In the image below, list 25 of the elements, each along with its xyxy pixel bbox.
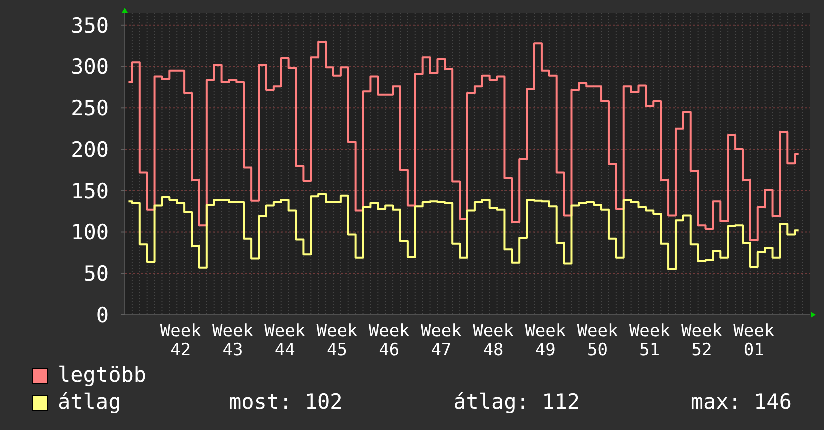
x-tick-label: Week 52 <box>682 322 733 360</box>
text: átlag: 112 <box>454 389 580 416</box>
y-tick-label: 250 <box>71 96 109 121</box>
legend-label: legtöbb <box>58 362 147 389</box>
text: most: 102 <box>229 389 343 416</box>
y-tick-label: 300 <box>71 55 109 80</box>
x-tick-label: Week 45 <box>316 322 368 360</box>
x-tick-label: Week 48 <box>473 322 524 360</box>
legend-label: átlag <box>58 389 122 416</box>
x-tick-label: Week 50 <box>577 322 629 360</box>
text: max: 146 <box>690 389 792 416</box>
y-tick-label: 200 <box>71 138 109 162</box>
y-tick-label: 150 <box>71 179 109 204</box>
x-tick-label: Week 42 <box>160 322 212 360</box>
x-tick-label: Week 51 <box>629 322 681 360</box>
y-tick-label: 350 <box>71 14 109 38</box>
x-tick-label: Week 46 <box>368 322 420 360</box>
y-tick-label: 0 <box>96 303 109 328</box>
x-tick-label: Week 47 <box>420 322 472 360</box>
x-tick-label: Week 49 <box>525 322 576 360</box>
x-tick-label: Week 01 <box>734 322 785 360</box>
x-tick-label: Week 43 <box>212 322 264 360</box>
x-tick-label: Week 44 <box>264 322 316 360</box>
y-tick-label: 50 <box>84 262 109 286</box>
y-tick-label: 100 <box>71 220 109 245</box>
